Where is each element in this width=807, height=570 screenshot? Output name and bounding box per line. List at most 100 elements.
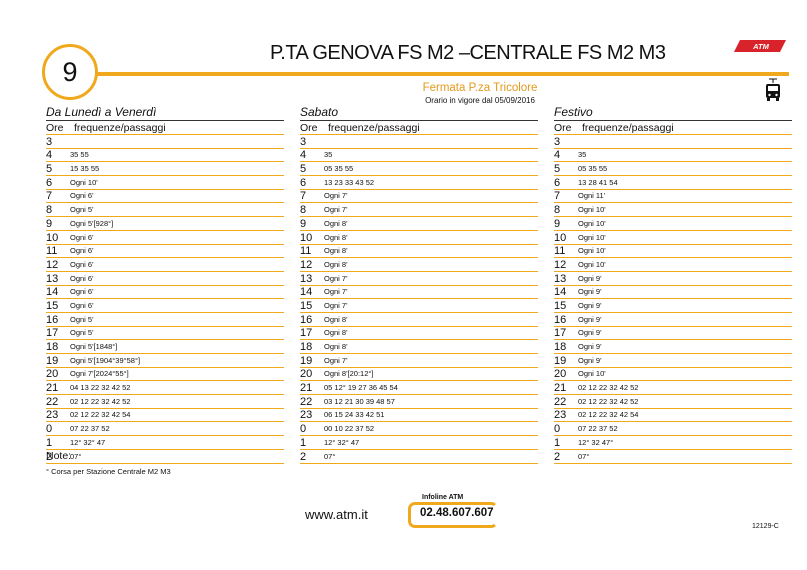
hour-cell: 23 <box>554 409 567 422</box>
table-row: 9 Ogni 5'[928°] <box>46 217 284 231</box>
table-row: 12 Ogni 8' <box>300 258 538 272</box>
departures-cell: Ogni 7' <box>324 287 348 297</box>
infoline-number[interactable]: 02.48.607.607 <box>420 507 494 519</box>
departures-cell: 02 12 22 32 42 52 <box>70 396 131 406</box>
departures-cell: Ogni 9' <box>578 314 602 324</box>
frequency-header: frequenze/passaggi <box>582 122 674 134</box>
table-row: 5 15 35 55 <box>46 162 284 177</box>
table-row: 15 Ogni 6' <box>46 299 284 313</box>
table-row: 23 02 12 22 32 42 54 <box>46 409 284 423</box>
notes-title: Note: <box>46 450 72 462</box>
departures-cell: Ogni 6' <box>70 191 94 201</box>
departures-cell: 07° <box>578 451 590 461</box>
table-row: 23 02 12 22 32 42 54 <box>554 409 792 423</box>
departures-cell: 13 23 33 43 52 <box>324 177 375 187</box>
departures-cell: Ogni 9' <box>578 287 602 297</box>
column-header: Ore frequenze/passaggi <box>554 121 792 135</box>
departures-cell: Ogni 5' <box>70 205 94 215</box>
table-row: 15 Ogni 9' <box>554 299 792 313</box>
departures-cell: Ogni 8' <box>324 328 348 338</box>
table-row: 11 Ogni 8' <box>300 245 538 259</box>
hour-cell: 11 <box>554 245 566 258</box>
departures-cell: 03 12 21 30 39 48 57 <box>324 396 395 406</box>
table-row: 16 Ogni 8' <box>300 313 538 327</box>
departures-cell: Ogni 9' <box>578 328 602 338</box>
departures-cell: Ogni 8'[20:12°] <box>324 369 374 379</box>
hour-cell: 1 <box>300 436 307 449</box>
hour-cell: 15 <box>46 299 59 312</box>
departures-cell: 35 <box>324 150 333 160</box>
hour-cell: 23 <box>300 409 313 422</box>
line-number-badge: 9 <box>42 44 98 100</box>
column-header: Ore frequenze/passaggi <box>300 121 538 135</box>
departures-cell: Ogni 5'[1904°39°58°] <box>70 355 141 365</box>
table-row: 5 05 35 55 <box>554 162 792 177</box>
departures-cell: Ogni 8' <box>324 342 348 351</box>
hour-cell: 8 <box>554 204 561 217</box>
table-row: 7 Ogni 6' <box>46 190 284 204</box>
table-row: 11 Ogni 10' <box>554 245 792 259</box>
hour-header: Ore <box>46 122 64 134</box>
departures-cell: 07 22 37 52 <box>578 424 618 434</box>
departures-cell: Ogni 10' <box>578 205 606 215</box>
table-row: 1 12° 32 47° <box>554 436 792 450</box>
hour-cell: 8 <box>300 204 307 217</box>
table-row: 7 Ogni 7' <box>300 190 538 204</box>
hour-cell: 21 <box>46 382 59 395</box>
departures-cell: Ogni 7' <box>324 300 348 310</box>
departures-cell: 05 12° 19 27 36 45 54 <box>324 383 398 393</box>
departures-cell: Ogni 9' <box>578 342 602 351</box>
departures-cell: Ogni 10' <box>578 232 606 242</box>
hour-cell: 5 <box>46 163 53 176</box>
departures-cell: 07 22 37 52 <box>70 424 110 434</box>
hour-cell: 8 <box>46 204 53 217</box>
infoline-label: Infoline ATM <box>422 494 464 501</box>
departures-cell: Ogni 6' <box>70 273 94 283</box>
valid-from-date: Orario in vigore dal 05/09/2016 <box>425 96 535 105</box>
hour-cell: 2 <box>300 450 307 463</box>
table-row: 15 Ogni 7' <box>300 299 538 313</box>
table-row: 6 13 28 41 54 <box>554 176 792 190</box>
frequency-header: frequenze/passaggi <box>74 122 166 134</box>
table-row: 0 00 10 22 37 52 <box>300 422 538 437</box>
infoline-box: Infoline ATM 02.48.607.607 <box>408 494 500 530</box>
table-row: 12 Ogni 10' <box>554 258 792 272</box>
table-row: 17 Ogni 9' <box>554 327 792 341</box>
hour-cell: 19 <box>554 354 567 367</box>
table-row: 17 Ogni 5' <box>46 327 284 341</box>
hour-cell: 10 <box>46 231 59 244</box>
table-row: 7 Ogni 11' <box>554 190 792 204</box>
departures-cell: 00 10 22 37 52 <box>324 424 375 434</box>
table-row: 11 Ogni 6' <box>46 245 284 259</box>
header-rule <box>96 72 789 76</box>
hour-cell: 3 <box>46 135 53 148</box>
table-row: 18 Ogni 9' <box>554 340 792 354</box>
hour-cell: 17 <box>554 327 567 340</box>
table-row: 19 Ogni 7' <box>300 354 538 368</box>
website-link[interactable]: www.atm.it <box>305 507 368 522</box>
hour-header: Ore <box>300 122 318 134</box>
departures-cell: 12° 32° 47 <box>70 437 106 447</box>
table-row: 10 Ogni 10' <box>554 231 792 245</box>
table-row: 17 Ogni 8' <box>300 327 538 341</box>
bus-stop-icon <box>766 78 780 101</box>
hour-cell: 12 <box>46 258 59 271</box>
departures-cell: Ogni 6' <box>70 259 94 269</box>
frequency-header: frequenze/passaggi <box>328 122 420 134</box>
table-row: 22 02 12 22 32 42 52 <box>46 395 284 409</box>
hour-cell: 19 <box>46 354 59 367</box>
departures-cell: Ogni 9' <box>578 273 602 283</box>
table-row: 1 12° 32° 47 <box>300 436 538 450</box>
departures-cell: Ogni 6' <box>70 287 94 297</box>
hour-cell: 17 <box>46 327 59 340</box>
departures-cell: 04 13 22 32 42 52 <box>70 383 131 393</box>
departures-cell: Ogni 7' <box>324 191 348 201</box>
hour-cell: 22 <box>554 395 567 408</box>
hour-cell: 12 <box>554 258 567 271</box>
hour-cell: 10 <box>554 231 567 244</box>
departures-cell: Ogni 6' <box>70 246 94 256</box>
table-row: 8 Ogni 7' <box>300 203 538 218</box>
table-row: 2 07° <box>46 450 284 464</box>
hour-cell: 9 <box>46 217 53 230</box>
table-row: 3 <box>46 135 284 149</box>
